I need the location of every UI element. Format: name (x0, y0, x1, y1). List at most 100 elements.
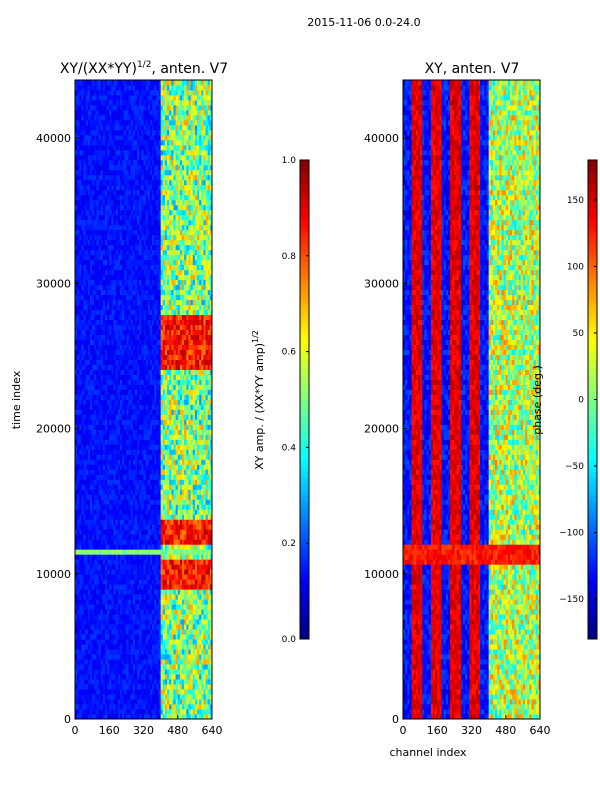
heatmap-cell (149, 554, 153, 560)
heatmap-cell (197, 344, 200, 350)
heatmap-cell (156, 404, 159, 410)
heatmap-cell (79, 409, 82, 415)
heatmap-cell (89, 514, 93, 520)
heatmap-cell (179, 644, 183, 650)
heatmap-cell (92, 379, 95, 385)
heatmap-cell (128, 554, 132, 560)
heatmap-cell (137, 549, 140, 555)
heatmap-cell (207, 469, 211, 475)
heatmap-cell (77, 484, 80, 490)
heatmap-cell (164, 709, 168, 715)
heatmap-cell (177, 484, 181, 490)
heatmap-cell (190, 644, 194, 650)
heatmap-cell (177, 699, 181, 705)
heatmap-cell (141, 589, 144, 595)
heatmap-cell (102, 484, 106, 490)
heatmap-cell (162, 339, 166, 345)
heatmap-cell (188, 489, 191, 495)
heatmap-cell (158, 489, 162, 495)
heatmap-cell (143, 444, 147, 450)
heatmap-cell (130, 514, 134, 520)
heatmap-cell (139, 624, 142, 630)
heatmap-cell (141, 329, 144, 335)
heatmap-cell (85, 524, 89, 530)
heatmap-cell (209, 444, 213, 450)
heatmap-cell (201, 619, 204, 625)
heatmap-cell (154, 659, 157, 665)
heatmap-cell (96, 474, 99, 480)
heatmap-cell (81, 654, 84, 660)
heatmap-cell (89, 614, 93, 620)
heatmap-cell (77, 374, 80, 380)
heatmap-cell (132, 579, 136, 585)
heatmap-cell (141, 714, 144, 720)
heatmap-cell (83, 584, 87, 590)
heatmap-cell (111, 374, 114, 380)
heatmap-cell (160, 434, 164, 440)
left-panel-title: XY/(XX*YY)1/2, anten. V7 (60, 60, 228, 77)
heatmap-cell (162, 489, 166, 495)
heatmap-cell (167, 419, 170, 425)
heatmap-cell (205, 484, 209, 490)
heatmap-cell (147, 639, 151, 645)
heatmap-cell (139, 374, 142, 380)
heatmap-cell (109, 444, 112, 450)
heatmap-cell (98, 649, 102, 655)
heatmap-cell (117, 494, 121, 500)
heatmap-cell (98, 439, 102, 445)
heatmap-cell (179, 554, 183, 560)
heatmap-cell (162, 634, 166, 640)
heatmap-cell (186, 704, 189, 710)
heatmap-cell (149, 649, 153, 655)
heatmap-cell (177, 449, 181, 455)
heatmap-cell (134, 524, 138, 530)
heatmap-cell (115, 624, 119, 630)
heatmap-cell (186, 354, 189, 360)
heatmap-cell (147, 644, 151, 650)
heatmap-cell (171, 439, 174, 445)
heatmap-cell (102, 594, 106, 600)
heatmap-cell (207, 374, 211, 380)
heatmap-cell (92, 559, 95, 565)
heatmap-cell (188, 589, 191, 595)
heatmap-cell (130, 609, 134, 615)
heatmap-cell (124, 609, 127, 615)
heatmap-cell (122, 429, 125, 435)
heatmap-cell (102, 459, 106, 465)
heatmap-cell (141, 699, 144, 705)
heatmap-cell (194, 649, 198, 655)
heatmap-cell (92, 469, 95, 475)
heatmap-cell (173, 404, 177, 410)
heatmap-cell (81, 664, 84, 670)
heatmap-cell (81, 609, 84, 615)
heatmap-cell (149, 479, 153, 485)
heatmap-cell (201, 404, 204, 410)
heatmap-cell (77, 639, 80, 645)
heatmap-cell (201, 569, 204, 575)
heatmap-cell (128, 354, 132, 360)
heatmap-cell (203, 464, 206, 470)
heatmap-cell (186, 514, 189, 520)
heatmap-cell (98, 484, 102, 490)
heatmap-cell (203, 414, 206, 420)
heatmap-cell (154, 489, 157, 495)
heatmap-cell (111, 414, 114, 420)
heatmap-cell (147, 619, 151, 625)
heatmap-cell (205, 419, 209, 425)
heatmap-cell (158, 519, 162, 525)
heatmap-cell (134, 509, 138, 515)
heatmap-cell (203, 529, 206, 535)
heatmap-cell (149, 519, 153, 525)
heatmap-cell (83, 514, 87, 520)
heatmap-cell (94, 654, 97, 660)
heatmap-cell (130, 339, 134, 345)
heatmap-cell (109, 579, 112, 585)
heatmap-cell (162, 474, 166, 480)
heatmap-cell (141, 419, 144, 425)
heatmap-cell (132, 379, 136, 385)
heatmap-cell (115, 699, 119, 705)
heatmap-cell (184, 519, 187, 525)
heatmap-cell (194, 704, 198, 710)
heatmap-cell (139, 499, 142, 505)
heatmap-cell (179, 424, 183, 430)
